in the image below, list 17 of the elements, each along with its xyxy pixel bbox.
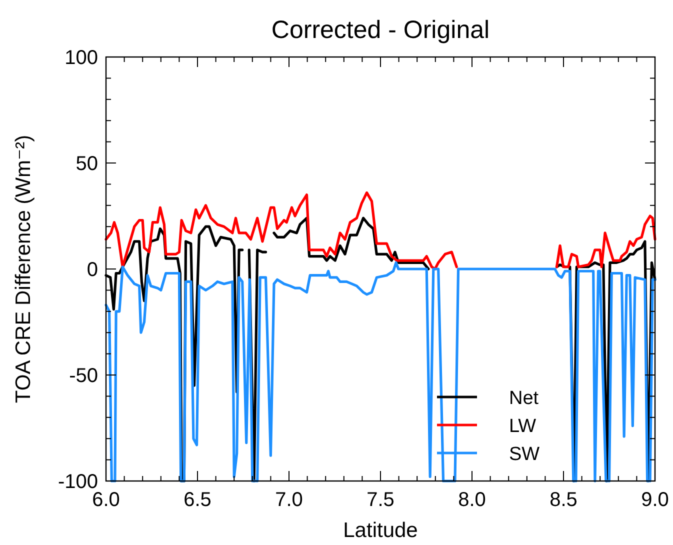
y-tick-label: -50 — [69, 365, 98, 387]
x-axis-title: Latitude — [343, 519, 418, 542]
legend-label: LW — [509, 416, 536, 437]
y-tick-label: 0 — [86, 259, 98, 281]
y-tick-label: 100 — [64, 47, 98, 69]
legend-label: SW — [509, 444, 540, 465]
x-tick-label: 8.0 — [458, 489, 486, 511]
x-tick-label: 7.5 — [366, 489, 394, 511]
y-axis-title: TOA CRE Difference (Wm⁻²) — [12, 134, 35, 404]
x-tick-label: 6.5 — [184, 489, 212, 511]
x-tick-label: 7.0 — [275, 489, 303, 511]
x-tick-label: 8.5 — [550, 489, 578, 511]
y-tick-label: 50 — [76, 153, 98, 175]
x-tick-label: 9.0 — [641, 489, 669, 511]
line-series — [104, 261, 656, 482]
chart-title: Corrected - Original — [271, 16, 490, 44]
legend-label: Net — [509, 388, 540, 409]
